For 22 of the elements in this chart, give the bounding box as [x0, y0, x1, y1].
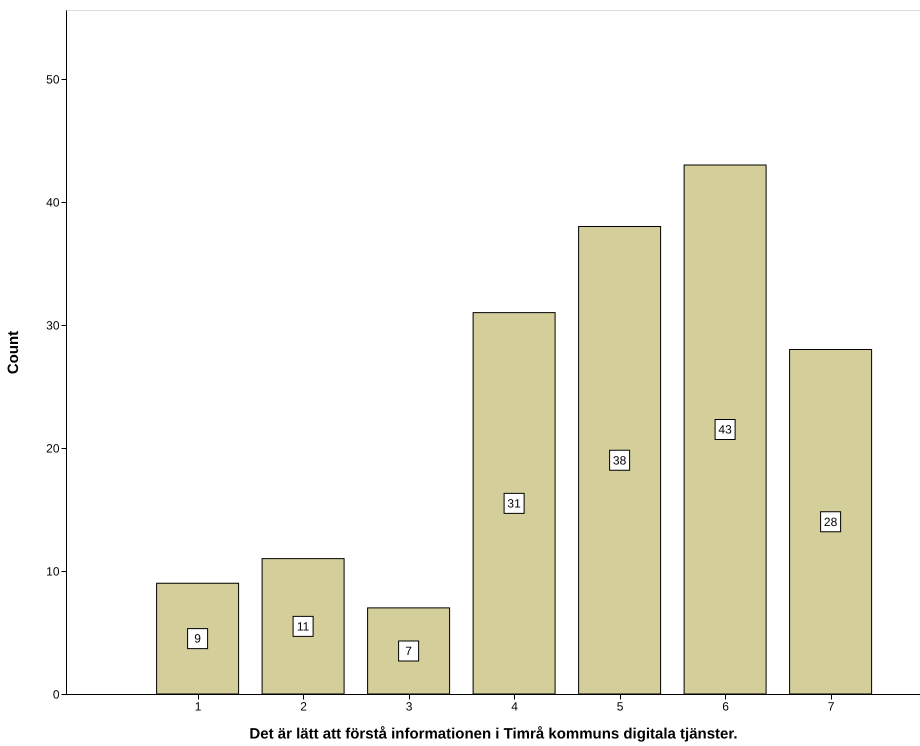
data-label: 28 [824, 514, 838, 529]
x-tick-label: 1 [194, 700, 202, 714]
y-tick-label: 40 [46, 195, 60, 210]
y-tick-label: 30 [46, 318, 60, 332]
data-label: 43 [718, 422, 732, 437]
y-tick-label: 10 [46, 564, 60, 578]
y-tick-label: 0 [52, 688, 60, 702]
y-axis-title: Count [5, 330, 22, 374]
y-tick-label: 20 [46, 441, 60, 456]
data-label: 7 [405, 644, 412, 658]
x-tick-label: 2 [300, 700, 308, 714]
x-tick-label: 6 [722, 700, 730, 714]
x-axis-title: Det är lätt att förstå informationen i Timrå kommuns digitala tjänster. [249, 726, 738, 742]
data-label: 31 [507, 496, 522, 510]
x-tick-label: 7 [828, 700, 835, 714]
data-label: 9 [194, 632, 202, 646]
x-tick-label: 4 [511, 700, 518, 714]
y-tick-label: 50 [46, 72, 60, 86]
x-tick-label: 5 [616, 700, 624, 714]
data-label: 38 [612, 453, 627, 468]
x-tick-label: 3 [406, 700, 413, 714]
data-label: 11 [296, 619, 310, 634]
